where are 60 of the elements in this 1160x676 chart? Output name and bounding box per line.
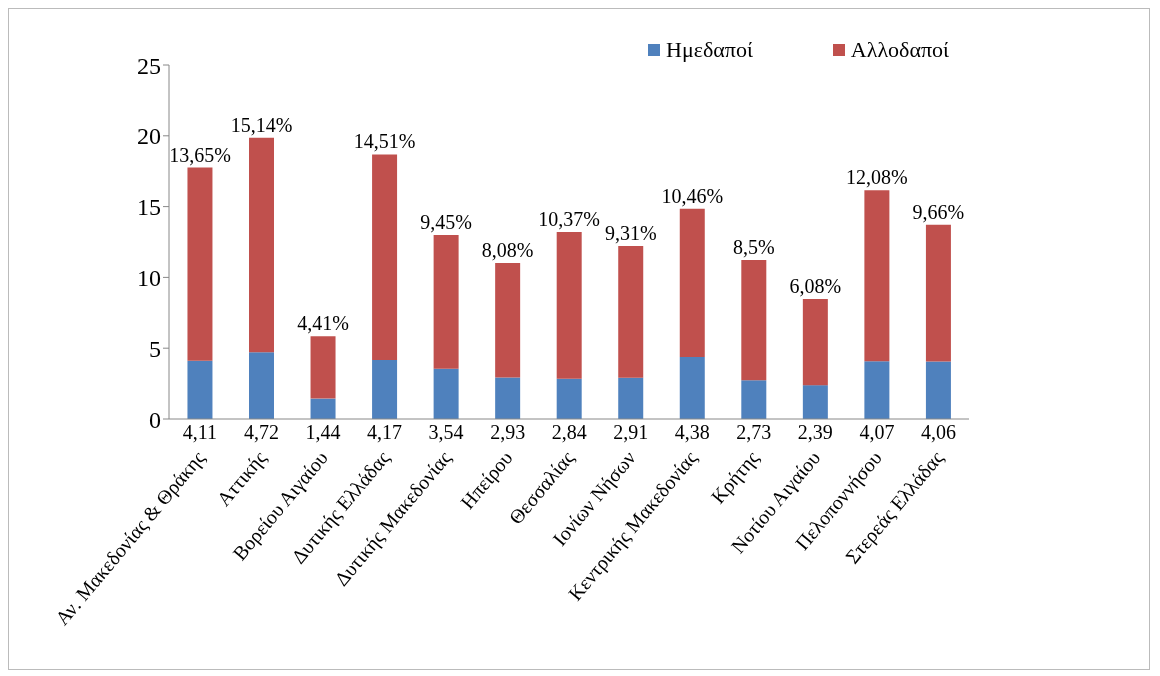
bar	[187, 360, 213, 419]
y-tick-label: 15	[137, 194, 161, 221]
data-label: 12,08%	[846, 166, 908, 189]
bar	[249, 352, 274, 419]
data-label: 1,44	[305, 421, 341, 443]
data-label: 4,11	[182, 421, 218, 443]
data-label: 3,54	[428, 421, 464, 443]
data-label: 15,14%	[230, 113, 293, 136]
bar	[310, 398, 336, 419]
y-tick-label: 25	[137, 52, 161, 79]
bar	[495, 263, 521, 378]
bar	[495, 377, 521, 419]
bar	[925, 361, 951, 419]
data-label: 2,91	[613, 421, 649, 443]
bar	[187, 167, 213, 361]
data-label: 9,31%	[604, 221, 657, 244]
bar	[741, 380, 767, 419]
bar	[372, 154, 398, 360]
data-label: 2,73	[736, 421, 772, 443]
bar	[864, 190, 890, 362]
bar	[802, 299, 828, 386]
legend-label: Ημεδαποί	[665, 37, 753, 63]
data-label: 10,46%	[661, 184, 724, 207]
data-label: 13,65%	[169, 143, 231, 166]
bar	[310, 336, 336, 399]
data-label: 2,93	[490, 421, 526, 443]
data-label: 4,07	[859, 421, 895, 443]
bar	[249, 137, 274, 353]
y-tick-label: 5	[149, 335, 161, 362]
bar	[864, 361, 890, 419]
data-label: 4,17	[367, 421, 403, 443]
bar	[556, 378, 582, 419]
bar	[433, 235, 459, 369]
data-label: 2,39	[797, 421, 833, 443]
data-label: 4,72	[244, 421, 279, 443]
bar	[741, 259, 767, 381]
data-label: 2,84	[551, 421, 587, 443]
bar	[679, 208, 705, 357]
y-tick-label: 0	[149, 406, 161, 433]
legend-label: Αλλοδαποί	[849, 37, 949, 63]
data-label: 4,06	[920, 421, 956, 443]
bar	[372, 359, 398, 419]
data-label: 4,38	[674, 421, 710, 443]
data-label: 6,08%	[789, 275, 842, 298]
bar	[925, 224, 951, 362]
bar	[618, 377, 644, 419]
data-label: 8,08%	[481, 239, 534, 262]
y-tick-label: 20	[137, 123, 161, 150]
bar	[556, 231, 582, 379]
data-label: 9,45%	[420, 211, 472, 234]
data-label: 10,37%	[538, 207, 601, 230]
data-label: 4,41%	[297, 312, 349, 335]
bar	[433, 368, 459, 419]
bar	[618, 245, 644, 378]
bar	[802, 385, 828, 419]
data-label: 8,5%	[732, 235, 775, 258]
bar	[679, 356, 705, 419]
data-label: 9,66%	[912, 200, 965, 223]
data-label: 14,51%	[353, 130, 416, 153]
y-tick-label: 10	[137, 264, 161, 291]
